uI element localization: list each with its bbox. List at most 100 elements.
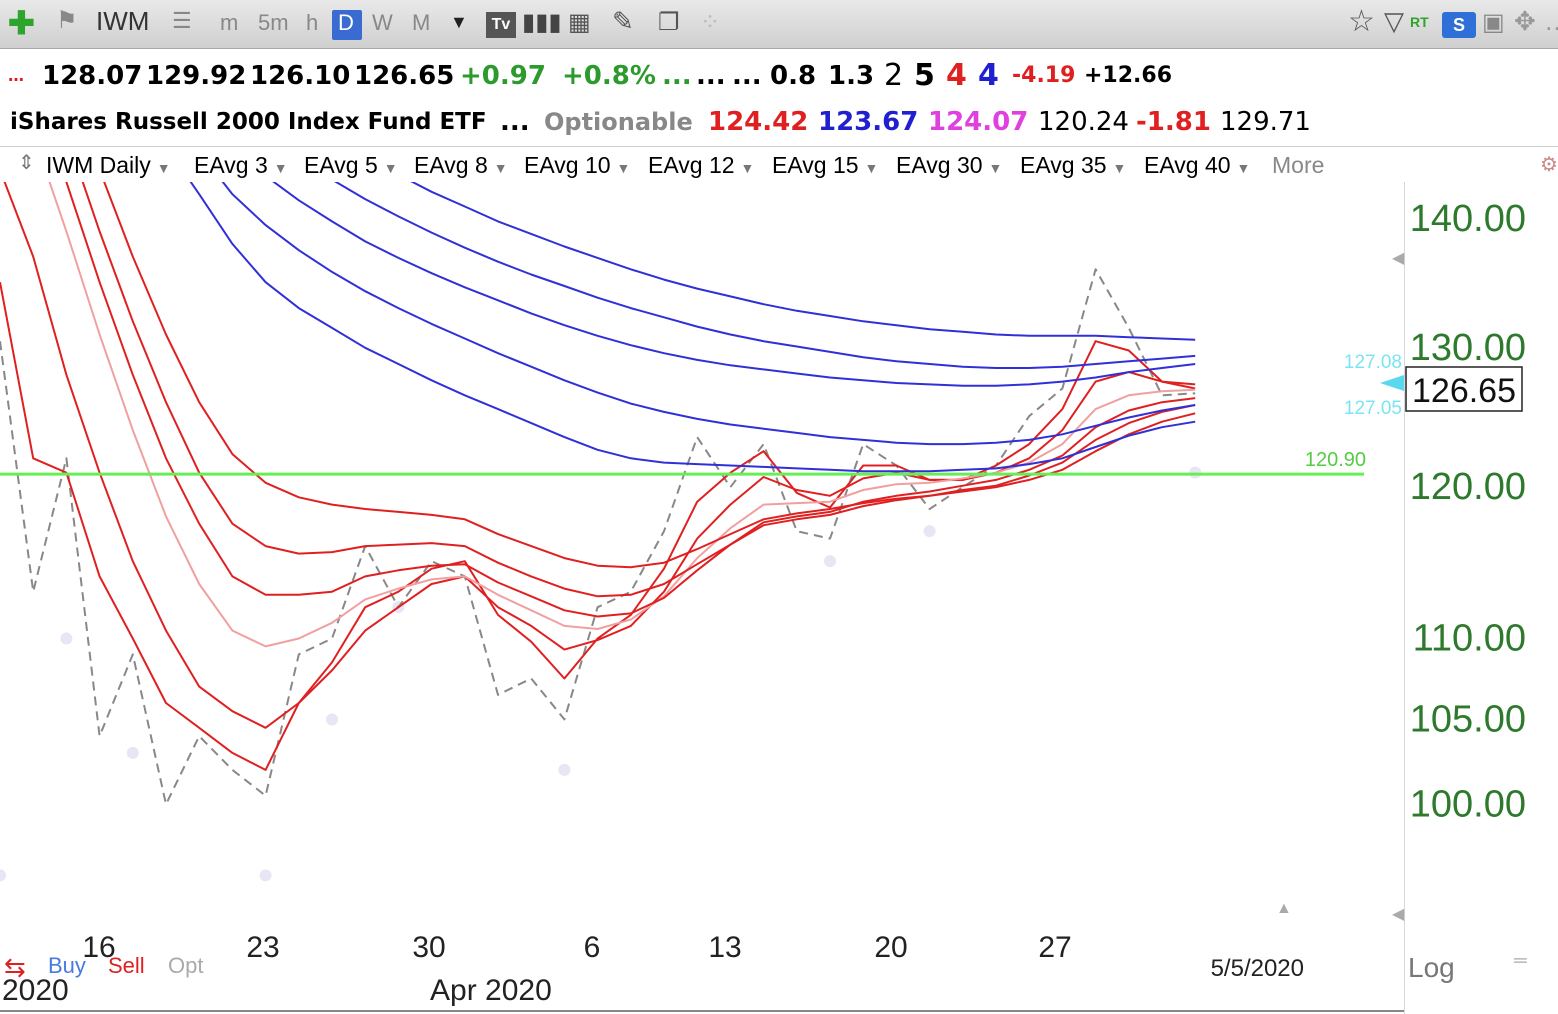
y-tick-label: 140.00 [1410,198,1526,240]
y-tick-label: 110.00 [1413,618,1526,660]
dots-layer [0,466,1202,882]
y-tick-label: 120.00 [1410,466,1526,508]
settings-icon[interactable]: ⚙ [1540,154,1558,176]
timeframe-d[interactable]: D [338,10,354,35]
x-tick-label: 30 [412,931,445,964]
buy-button[interactable]: Buy [48,953,86,978]
bar-chart-icon[interactable]: ▮▮▮ [522,9,562,36]
scroll-up-icon[interactable]: ▲ [1276,900,1292,917]
scroll-left-top-icon[interactable]: ◀ [1392,250,1405,267]
legend-item-eavg-3[interactable]: EAvg 3 ▼ [194,150,288,183]
rt-badge[interactable]: RT [1410,14,1429,30]
series-line-eavg-15 [103,182,1196,569]
trade-icon[interactable]: ⇆ [4,952,26,982]
info-row: iShares Russell 2000 Index Fund ETF ... … [0,100,1558,147]
signal-dot [259,869,272,882]
price-tag-upper: 127.08 [1344,352,1402,373]
y-tick-label: 105.00 [1410,698,1526,740]
drag-handle-icon[interactable]: ⇕ [18,152,35,174]
timeframe-dropdown-icon[interactable]: ▼ [450,12,468,32]
x-tick-label: 13 [708,931,741,964]
timeframe-5m[interactable]: 5m [258,10,289,35]
pencil-icon[interactable]: ✎ [612,6,634,36]
signal-dot [326,713,338,726]
fund-name: iShares Russell 2000 Index Fund ETF [10,109,487,135]
list-icon[interactable]: ☰ [172,8,192,33]
count-4: 4 [978,58,999,93]
x-tick-label: 27 [1038,931,1071,964]
price-black: 120.24 [1038,107,1129,137]
count-1: 2 [884,58,904,93]
timeframe-h[interactable]: h [306,10,319,35]
pos-value: +12.66 [1084,63,1173,88]
share-icon[interactable]: ⁘ [700,9,721,36]
collapse-icon[interactable]: ═ [1514,950,1527,970]
symbol-field[interactable]: IWM [96,6,150,36]
link-icon[interactable]: ⚑ [56,7,78,34]
notes-icon[interactable]: ❐ [658,9,680,36]
series-line-eavg-35 [221,182,1196,446]
y-axis: 140.00 130.00 120.00 110.00 105.00 100.00 [1410,198,1526,825]
legend-item-eavg-30[interactable]: EAvg 30 ▼ [896,150,1002,183]
text-tool-icon[interactable]: Tv [486,12,516,38]
legend-item-iwm-daily[interactable]: IWM Daily ▼ [46,150,171,183]
timeframe-w[interactable]: W [372,10,393,35]
y-tick-label: 130.00 [1410,327,1526,369]
scroll-left-icon[interactable]: ◀ [1392,906,1405,923]
axis-separator [1404,182,1405,1014]
sell-button[interactable]: Sell [108,953,145,978]
low-value: 126.10 [250,61,351,91]
legend-item-eavg-10[interactable]: EAvg 10 ▼ [524,150,630,183]
filter-icon[interactable]: ▽ [1384,6,1404,36]
chevron-down-icon: ▼ [1112,160,1127,176]
legend-item-eavg-5[interactable]: EAvg 5 ▼ [304,150,398,183]
signal-dot [126,746,139,759]
legend-item-eavg-35[interactable]: EAvg 35 ▼ [1020,150,1126,183]
legend-item-eavg-8[interactable]: EAvg 8 ▼ [414,150,508,183]
current-price-pointer [1380,375,1404,391]
series-line-eavg-12 [81,182,1196,598]
legend-item-eavg-40[interactable]: EAvg 40 ▼ [1144,150,1250,183]
chevron-down-icon: ▼ [988,160,1003,176]
dots-1: ... [696,61,726,91]
legend-item-eavg-15[interactable]: EAvg 15 ▼ [772,150,878,183]
move-icon[interactable]: ✥ [1514,6,1536,36]
bottom-border [0,1010,1404,1012]
legend-label: EAvg 5 [304,152,378,178]
timeframe-month[interactable]: M [412,10,431,35]
series-line-eavg-3 [0,282,1196,771]
add-icon[interactable]: ✚ [8,5,35,41]
x-tick-label: 20 [874,931,907,964]
signal-dot [923,525,936,538]
series-line-iwm-daily [0,268,1196,806]
star-icon[interactable]: ☆ [1348,5,1375,38]
cursor-date-label: 5/5/2020 [1211,955,1304,982]
brand-badge[interactable]: S [1442,12,1476,38]
price-blue: 123.67 [818,107,919,137]
opt-button[interactable]: Opt [168,953,204,978]
price-chart[interactable]: 120.90 140.00 130.00 120.00 110.00 105.00 100… [0,182,1558,1014]
chevron-down-icon: ▼ [740,160,755,176]
price-last: 129.71 [1220,107,1311,137]
legend-label: EAvg 3 [194,152,268,178]
legend-more[interactable]: More [1272,152,1325,178]
series-layer [0,182,1196,806]
timeframe-m[interactable]: m [220,10,239,35]
series-line-eavg-50 [410,182,1196,341]
series-line-eavg-40 [272,182,1196,387]
value-1: 0.8 [770,61,817,91]
price-tag-lower: 127.05 [1344,398,1402,419]
grid-icon[interactable]: ▦ [568,9,591,36]
legend-item-eavg-12[interactable]: EAvg 12 ▼ [648,150,754,183]
overflow-icon[interactable]: … [1544,6,1558,37]
save-icon[interactable]: ▣ [1482,9,1505,36]
legend-label: EAvg 40 [1144,152,1231,178]
signal-dot [824,555,836,568]
log-scale-toggle[interactable]: Log [1408,952,1455,983]
alert-dots: … [8,66,24,85]
series-line-eavg-5 [3,182,1196,729]
count-3: 4 [946,58,967,93]
series-line-eavg-10 [65,182,1196,618]
x-tick-label: 16 [82,931,115,964]
change-value: +0.97 [460,61,546,91]
